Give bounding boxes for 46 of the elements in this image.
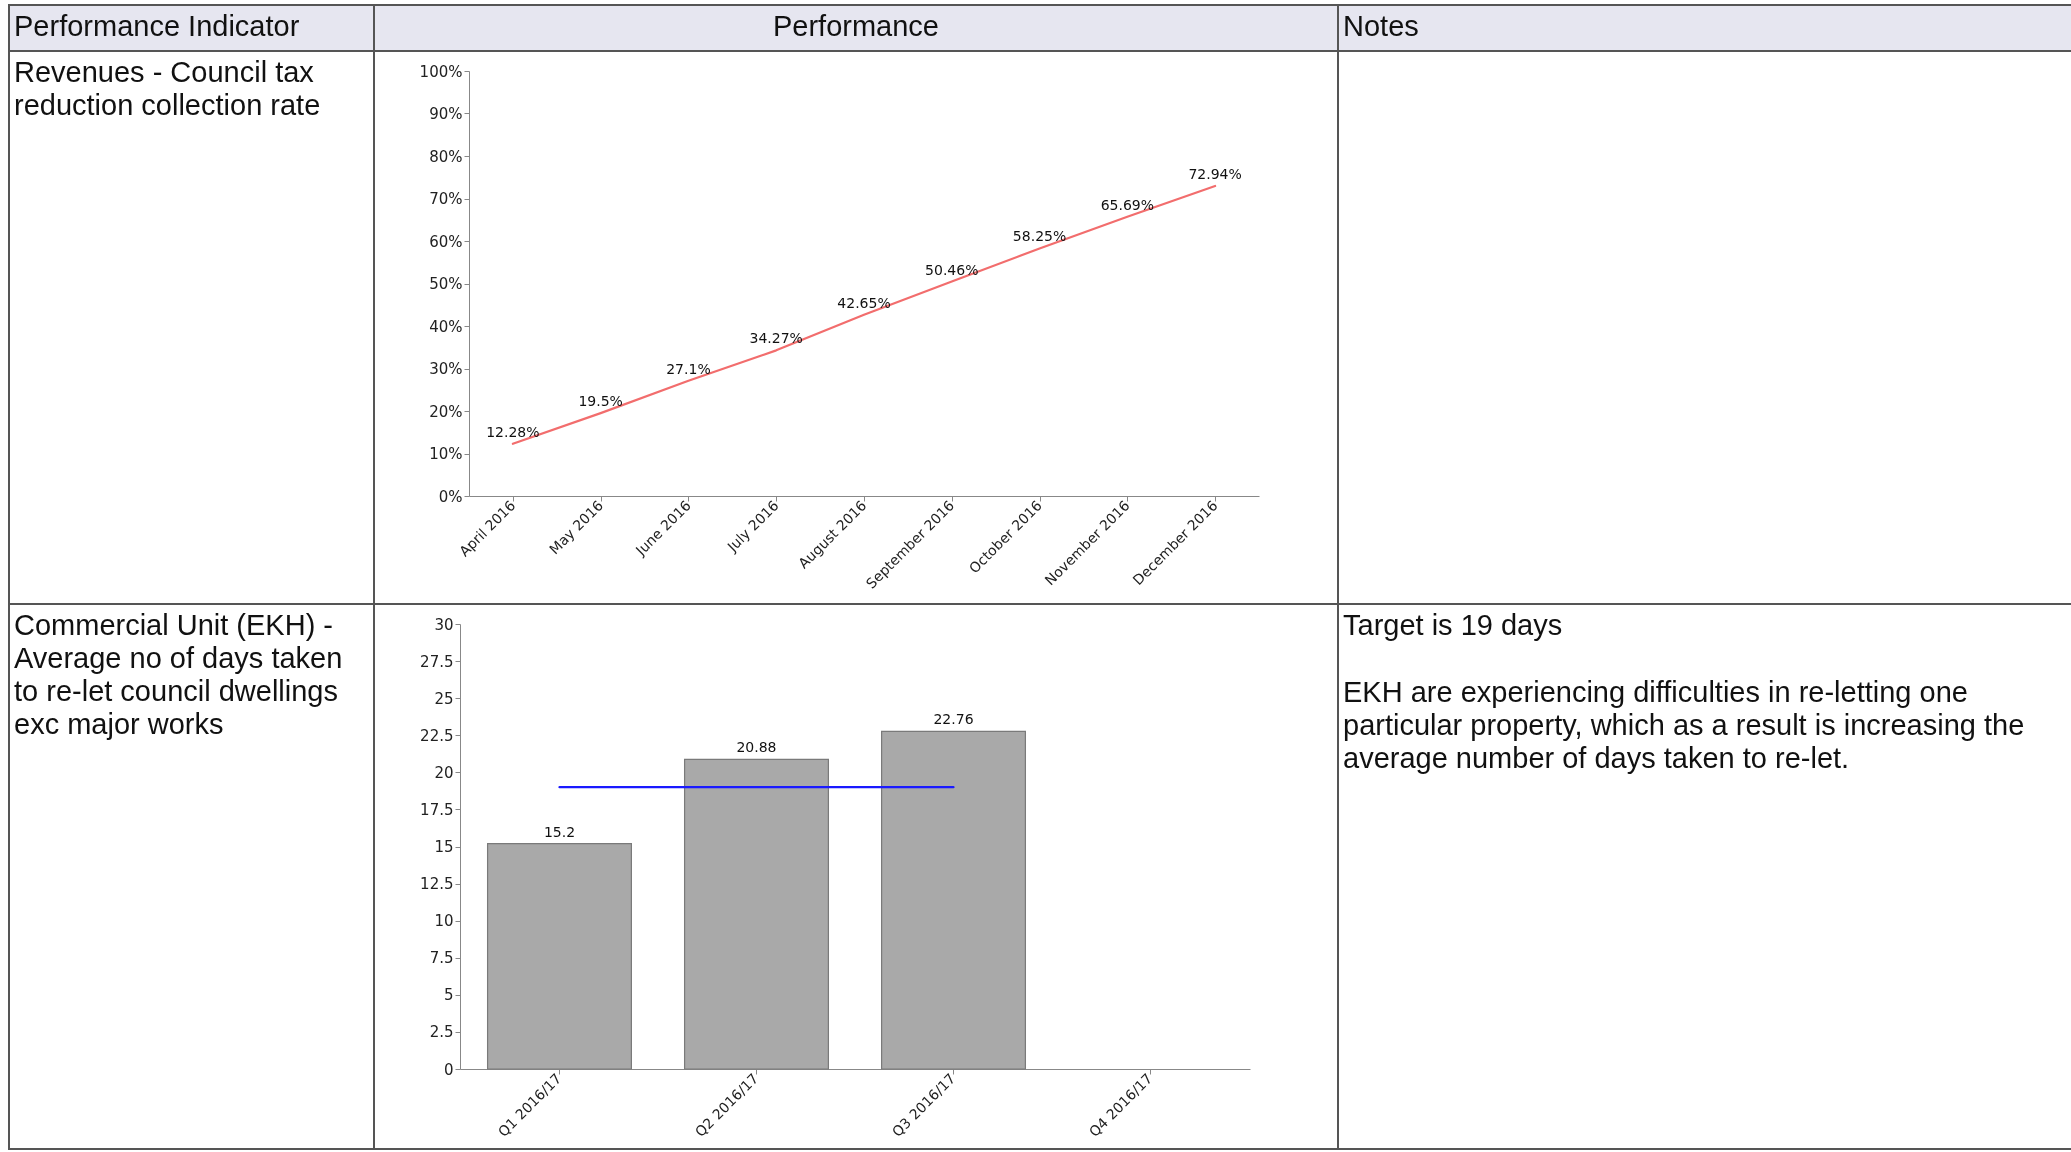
- data-label: 34.27%: [749, 330, 803, 347]
- data-label: 12.28%: [486, 423, 540, 440]
- text: Performance Indicator: [10, 6, 375, 52]
- y-tick-label: 30: [434, 615, 454, 634]
- y-tick-label: 10%: [429, 445, 463, 463]
- bar: [881, 730, 1027, 1070]
- y-tick-label: 20%: [429, 402, 463, 421]
- data-label: 15.2: [543, 823, 576, 840]
- text: Target is 19 days: [1343, 609, 1564, 642]
- text: EKH are experiencing difficulties in re-letting one particular property, which as a result is increasing the average number of days taken to re-let.: [1343, 676, 2026, 775]
- y-tick-label: 70%: [429, 190, 463, 208]
- data-label: 19.5%: [578, 393, 623, 410]
- y-tick-label: 22.5: [420, 726, 454, 745]
- y-tick-label: 25: [434, 689, 454, 708]
- data-label: 27.1%: [666, 360, 711, 377]
- text: Notes: [1339, 6, 2071, 52]
- data-label: 65.69%: [1100, 196, 1155, 213]
- data-label: 72.94%: [1188, 166, 1242, 183]
- y-tick-label: 100%: [419, 62, 463, 81]
- y-tick-label: 0%: [438, 487, 463, 506]
- y-tick-label: 40%: [429, 317, 463, 336]
- data-label: 22.76: [933, 711, 974, 728]
- data-label: 58.25%: [1012, 228, 1067, 245]
- y-tick-label: 80%: [429, 147, 463, 166]
- y-tick-label: 7.5: [429, 949, 454, 968]
- y-tick-label: 27.5: [420, 652, 454, 671]
- y-tick-label: 12.5: [420, 875, 454, 894]
- data-label: 42.65%: [837, 294, 891, 311]
- y-tick-label: 0: [443, 1060, 454, 1079]
- y-tick-label: 5: [443, 986, 454, 1005]
- y-tick-label: 90%: [429, 105, 463, 123]
- y-tick-label: 30%: [429, 360, 463, 378]
- data-label: 50.46%: [925, 261, 979, 278]
- y-tick-label: 2.5: [429, 1023, 454, 1042]
- bar: [683, 758, 829, 1070]
- y-tick-label: 10: [434, 912, 454, 931]
- data-label: 20.88: [736, 739, 777, 756]
- y-tick-label: 60%: [429, 232, 463, 251]
- y-tick-label: 50%: [429, 275, 463, 293]
- y-tick-label: 17.5: [420, 800, 454, 819]
- text: Commercial Unit (EKH) - Average no of days taken to re-let council dwellings exc major works: [10, 605, 375, 1150]
- text: Revenues - Council tax reduction collection rate: [10, 52, 375, 605]
- bar: [486, 842, 632, 1070]
- text: Performance: [375, 6, 1339, 52]
- y-tick-label: 20: [434, 763, 454, 782]
- y-tick-label: 15: [434, 838, 454, 856]
